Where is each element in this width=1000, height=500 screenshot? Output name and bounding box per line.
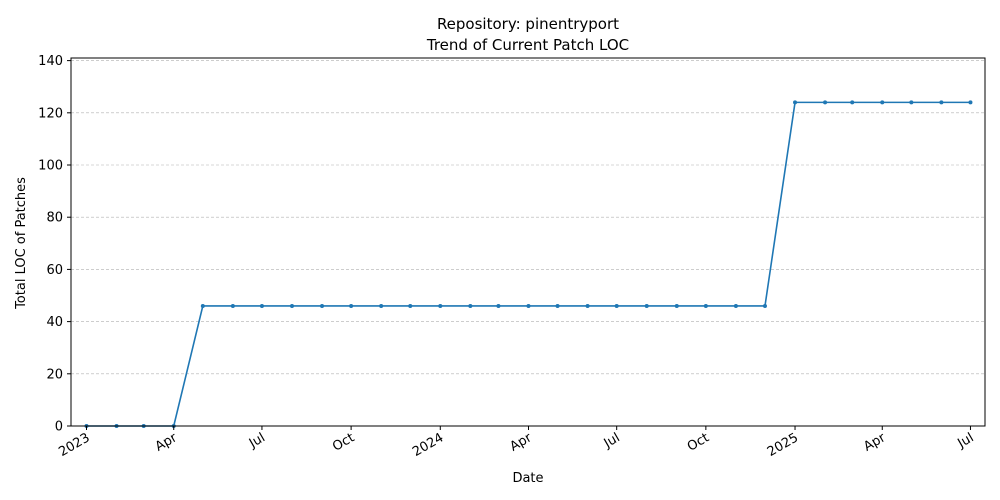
- x-tick-label: 2023: [56, 430, 92, 460]
- y-tick-label: 0: [55, 420, 63, 435]
- data-point: [909, 100, 914, 105]
- x-tick-label: Jul: [955, 430, 977, 451]
- x-tick-label: Apr: [861, 430, 889, 455]
- y-tick-label: 120: [38, 106, 63, 121]
- data-point: [614, 303, 619, 308]
- x-tick-label: 2025: [765, 430, 801, 460]
- data-point: [644, 303, 649, 308]
- x-tick-label: Oct: [685, 430, 712, 454]
- x-axis-label: Date: [512, 471, 543, 486]
- data-point: [259, 303, 264, 308]
- data-point: [230, 303, 235, 308]
- data-point: [762, 303, 767, 308]
- series-line: [86, 101, 971, 427]
- data-point: [823, 100, 828, 105]
- data-point: [555, 303, 560, 308]
- data-point: [733, 303, 738, 308]
- x-tick-label: Apr: [507, 430, 535, 455]
- data-point: [408, 303, 413, 308]
- data-point: [703, 303, 708, 308]
- y-tick-label: 20: [46, 367, 63, 382]
- plot-frame: [70, 57, 986, 427]
- y-tick-label: 100: [38, 159, 63, 174]
- chart-subtitle: Trend of Current Patch LOC: [426, 36, 629, 54]
- x-axis: 2023 Apr Jul Oct 2024 Apr Jul Oct 2025 Apr Jul: [56, 426, 976, 460]
- y-tick-label: 80: [46, 211, 63, 226]
- x-tick-label: Jul: [601, 430, 623, 451]
- chart-title: Repository: pinentryport: [437, 15, 619, 33]
- data-point: [939, 100, 944, 105]
- y-tick-label: 60: [46, 263, 63, 278]
- data-point: [200, 303, 205, 308]
- data-point: [468, 303, 473, 308]
- data-point: [526, 303, 531, 308]
- x-tick-label: Apr: [153, 430, 181, 455]
- y-tick-label: 140: [38, 54, 63, 69]
- series-layer: [84, 100, 973, 428]
- data-point: [438, 303, 443, 308]
- data-point: [880, 100, 885, 105]
- gridlines: [71, 60, 985, 427]
- data-point: [585, 303, 590, 308]
- x-tick-label: Oct: [330, 430, 357, 454]
- data-point: [793, 100, 798, 105]
- data-point: [379, 303, 384, 308]
- data-point: [850, 100, 855, 105]
- y-axis-label: Total LOC of Patches: [14, 177, 29, 310]
- data-point: [289, 303, 294, 308]
- data-point: [320, 303, 325, 308]
- data-point: [496, 303, 501, 308]
- data-point: [674, 303, 679, 308]
- x-tick-label: Jul: [246, 430, 268, 451]
- x-tick-label: 2024: [410, 430, 446, 460]
- y-axis: 0 20 40 60 80 100 120 140: [38, 54, 71, 435]
- data-point: [968, 100, 973, 105]
- data-point: [349, 303, 354, 308]
- y-tick-label: 40: [46, 315, 63, 330]
